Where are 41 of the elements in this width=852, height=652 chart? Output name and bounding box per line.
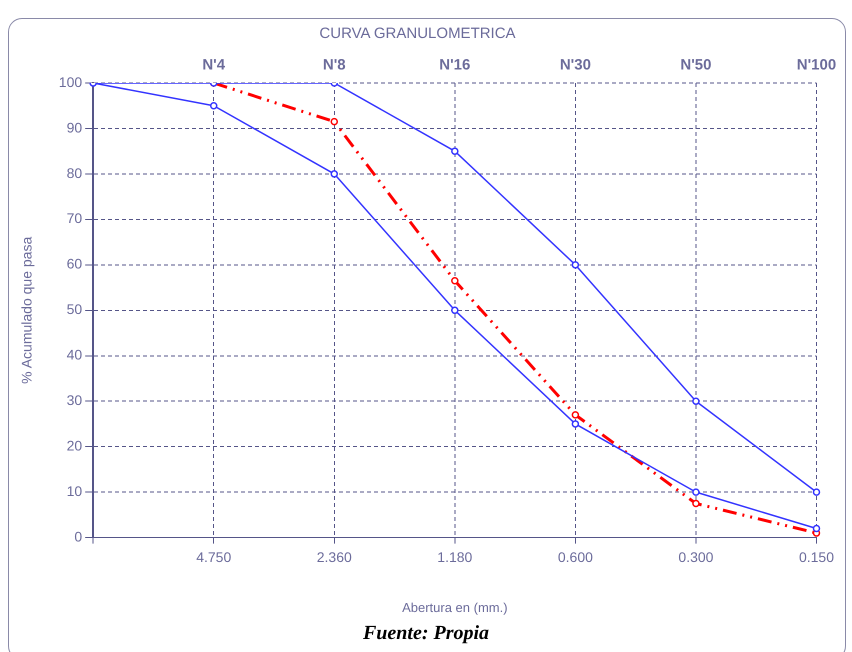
point xyxy=(330,170,338,178)
x-tick-label: 0.300 xyxy=(678,548,714,565)
y-tick-label: 40 xyxy=(66,346,82,363)
y-tick-label: 0 xyxy=(74,528,82,544)
y-tick-label: 50 xyxy=(66,301,82,318)
point xyxy=(572,411,580,419)
point xyxy=(692,397,700,405)
point xyxy=(572,420,580,428)
y-axis-title: % Acumulado que pasa xyxy=(18,236,34,384)
y-tick-label: 30 xyxy=(66,392,82,408)
source-note: Fuente: Propia xyxy=(362,622,490,645)
x-tick-label: 1.180 xyxy=(437,548,473,565)
point xyxy=(451,306,459,314)
y-tick-label: 80 xyxy=(66,164,82,181)
point xyxy=(330,118,338,126)
x-tick-label: 4.750 xyxy=(196,548,232,565)
y-tick-label: 90 xyxy=(66,119,82,136)
text: N'16 xyxy=(439,56,470,74)
point xyxy=(692,488,700,496)
y-tick-label: 100 xyxy=(58,74,82,90)
y-tick-label: 10 xyxy=(66,483,82,499)
point xyxy=(451,277,459,284)
point xyxy=(812,524,820,532)
point xyxy=(451,147,459,155)
x-axis-title: Abertura en (mm.) xyxy=(402,600,508,615)
chart-title: CURVA GRANULOMETRICA xyxy=(319,25,516,42)
point xyxy=(572,261,580,269)
text: N'4 xyxy=(202,56,226,74)
text: N'100 xyxy=(796,56,836,74)
text: N'50 xyxy=(680,56,712,74)
x-tick-label: 0.600 xyxy=(558,548,594,565)
x-tick-label: 2.360 xyxy=(316,548,352,565)
text: N'30 xyxy=(560,56,591,74)
y-tick-label: 60 xyxy=(66,256,82,272)
y-tick-label: 70 xyxy=(66,210,82,226)
point xyxy=(210,102,218,110)
point xyxy=(812,488,820,496)
y-tick-label: 20 xyxy=(66,438,82,454)
x-tick-label: 0.150 xyxy=(798,548,834,565)
point xyxy=(692,500,700,508)
text: N'8 xyxy=(322,56,346,74)
